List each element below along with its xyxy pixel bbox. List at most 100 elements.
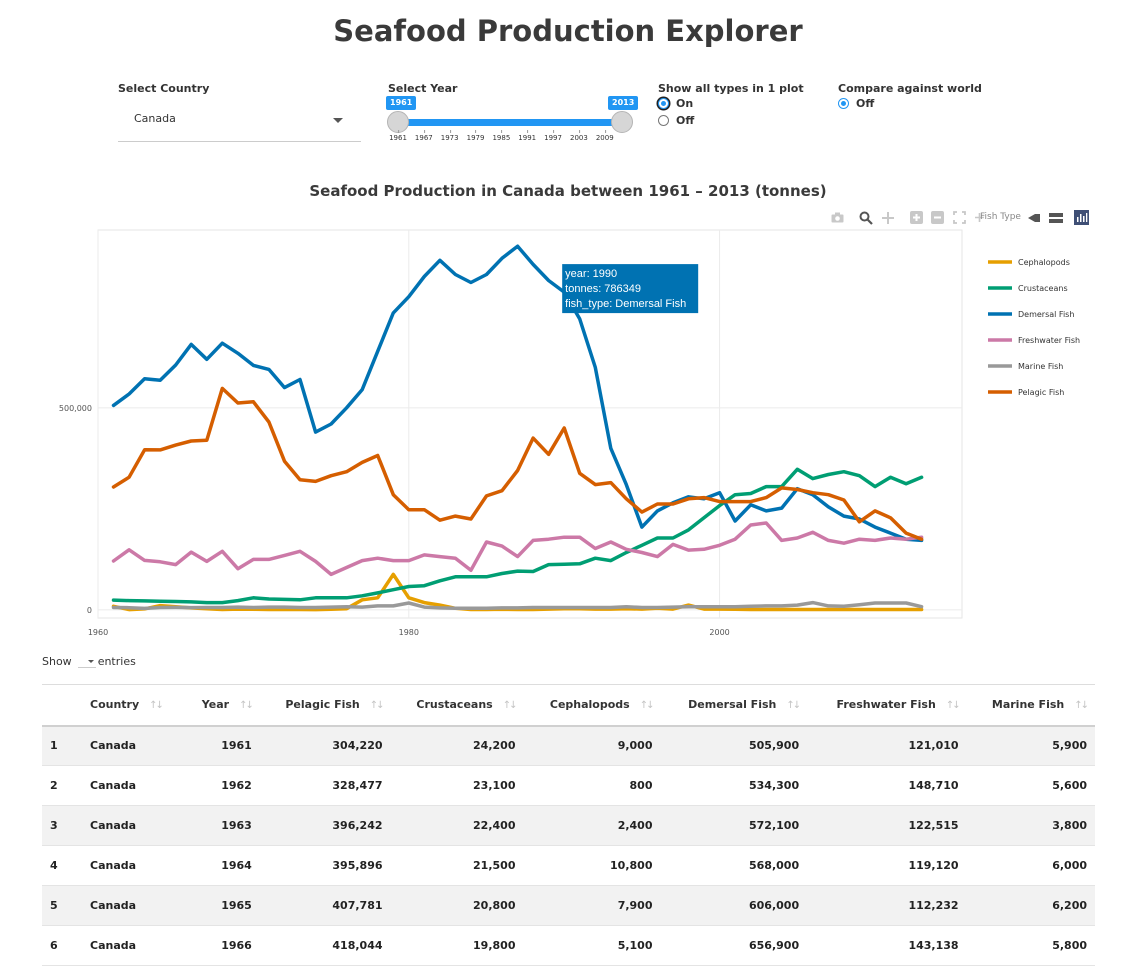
table-row[interactable]: 4 Canada 1964 395,896 21,500 10,800 568,000 119… [42,845,1095,886]
sort-icon[interactable]: ↑↓ [945,700,961,712]
sort-icon[interactable]: ↑↓ [502,700,518,712]
line-chart[interactable]: 1960 1980 2000 0 500,000 Cephalopods Crustacea… [0,222,1136,642]
table-cell: 6,200 [966,885,1095,926]
table-cell: 5,100 [523,925,661,966]
hover-tooltip [562,264,699,314]
spike-lines-icon[interactable] [1026,210,1041,225]
radio-label-on: On [676,97,694,110]
sort-icon[interactable]: ↑↓ [1074,700,1089,712]
table-cell: 1962 [183,765,260,806]
chevron-down-icon [333,118,343,123]
table-cell: 407,781 [259,885,391,926]
table-row[interactable]: 1 Canada 1961 304,220 24,200 9,000 505,900 121,… [42,725,1095,766]
radio-all-types-off[interactable]: Off [658,114,694,127]
sort-icon[interactable]: ↑↓ [149,700,164,712]
sort-icon[interactable]: ↑↓ [369,700,385,712]
reset-axes-icon[interactable] [972,210,987,225]
series-line-demersal-fish [111,244,924,543]
all-types-label: Show all types in 1 plot [658,82,804,95]
year-slider-label: Select Year [388,82,458,95]
pan-icon[interactable] [880,210,895,225]
table-cell: 6,000 [966,845,1095,886]
compare-hover-icon[interactable] [1048,210,1063,225]
chart-title: Seafood Production in Canada between 196… [309,182,827,200]
table-cell: 2,400 [523,805,661,846]
autoscale-icon[interactable] [952,210,967,225]
table-cell: 1963 [183,805,260,846]
radio-button-on[interactable] [658,98,669,109]
entries-select[interactable] [77,655,96,668]
table-cell: 21,500 [390,845,524,886]
camera-icon[interactable] [830,210,845,225]
slider-handle-to[interactable] [611,111,633,133]
slider-track[interactable] [398,119,622,126]
tooltip-line: tonnes: 786349 [565,283,641,295]
slider-tick: 1997 [544,130,562,142]
year-range-slider[interactable]: 1961 2013 1961 1967 1973 1979 1985 1991 1997 20… [386,96,639,152]
table-cell: 1964 [183,845,260,886]
table-cell: 328,477 [259,765,391,806]
sort-icon[interactable]: ↑↓ [786,700,801,712]
column-header-year[interactable]: Year ↑↓ [183,684,260,727]
radio-button-compare-off[interactable] [838,98,849,109]
table-row[interactable]: 2 Canada 1962 328,477 23,100 800 534,300 148,71… [42,765,1095,806]
table-cell: 534,300 [660,765,808,806]
radio-compare-off[interactable]: Off [838,97,874,110]
zoom-in-icon[interactable] [909,210,924,225]
x-tick-label: 1960 [88,628,108,637]
column-header-crustaceans[interactable]: Crustaceans ↑↓ [390,684,524,727]
legend-entry: Pelagic Fish [1018,388,1064,397]
data-table: Country ↑↓ Year ↑↓ Pelagic Fish ↑↓ Crustaceans… [42,684,1095,966]
column-header-cephalopods[interactable]: Cephalopods ↑↓ [523,684,661,727]
column-header-freshwater-fish[interactable]: Freshwater Fish ↑↓ [807,684,967,727]
slider-tick: 2003 [570,130,588,142]
slider-tick: 1985 [492,130,511,142]
table-cell: 304,220 [259,725,391,766]
series-line-pelagic-fish [111,386,924,541]
table-cell: 3,800 [966,805,1095,846]
tooltip-line: year: 1990 [565,268,617,280]
table-cell: 121,010 [807,725,967,766]
zoom-out-icon[interactable] [930,210,945,225]
country-dropdown[interactable]: Canada [118,104,361,142]
year-max-badge: 2013 [608,96,639,110]
table-cell: 396,242 [259,805,391,846]
table-cell: 19,800 [390,925,524,966]
column-header-pelagic-fish[interactable]: Pelagic Fish ↑↓ [259,684,391,727]
table-row[interactable]: 3 Canada 1963 396,242 22,400 2,400 572,100 122,… [42,805,1095,846]
table-cell: 800 [523,765,661,806]
table-row[interactable]: 5 Canada 1965 407,781 20,800 7,900 606,000 112,… [42,885,1095,926]
column-header-demersal-fish[interactable]: Demersal Fish ↑↓ [660,684,808,727]
table-cell: 1 [42,725,82,766]
show-label: Show [42,655,72,668]
table-cell: Canada [82,765,184,806]
column-header-label: Cephalopods [549,698,630,712]
radio-all-types-on[interactable]: On [658,97,693,110]
legend-entry: Cephalopods [1018,258,1070,267]
table-cell: 7,900 [523,885,661,926]
x-tick-label: 1980 [399,628,419,637]
table-cell: 1966 [183,925,260,966]
column-header-country[interactable]: Country ↑↓ [82,684,184,727]
y-tick-label: 0 [87,606,92,615]
app-title: Seafood Production Explorer [333,14,803,48]
table-cell: 148,710 [807,765,967,806]
table-cell: 143,138 [807,925,967,966]
sort-icon[interactable]: ↑↓ [239,700,254,712]
slider-tick: 1967 [414,130,433,142]
plotly-logo-icon[interactable] [1074,210,1089,225]
column-header-label: Year [201,698,230,712]
sort-icon[interactable]: ↑↓ [639,700,655,712]
column-header-marine-fish[interactable]: Marine Fish ↑↓ [966,684,1095,727]
legend-title-overlap: Fish Type [980,212,1021,222]
table-cell: 568,000 [660,845,808,886]
table-length-control: Show entries [42,655,136,668]
table-cell: 4 [42,845,82,886]
table-cell: Canada [82,885,184,926]
zoom-icon[interactable] [858,210,873,225]
slider-tick: 1961 [389,130,407,142]
table-row[interactable]: 6 Canada 1966 418,044 19,800 5,100 656,900 143,… [42,925,1095,966]
radio-button-off[interactable] [658,115,669,126]
table-cell: 20,800 [390,885,524,926]
table-cell: 606,000 [660,885,808,926]
